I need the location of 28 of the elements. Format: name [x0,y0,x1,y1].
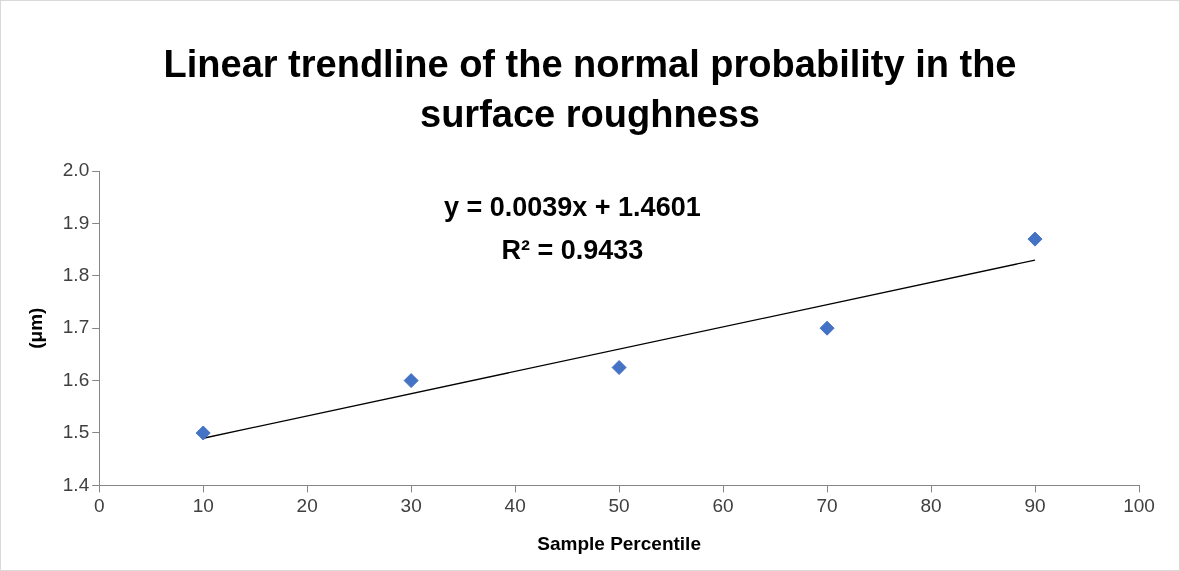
point [403,373,419,389]
x-axis-title: Sample Percentile [537,532,701,554]
x-tick-label: 90 [1024,495,1046,517]
x-tick-label: 80 [920,495,942,517]
x-tick-label: 30 [400,495,422,517]
y-tick-label: 1.4 [62,473,90,495]
x-tick-label: 20 [296,495,318,517]
x-tick-label: 50 [608,495,630,517]
x-tick-label: 40 [504,495,526,517]
x-tick-label: 10 [192,495,214,517]
annotation: R² = 0.9433 [501,235,644,266]
y-tick-label: 1.7 [62,316,90,338]
point [819,320,835,336]
annotation: y = 0.0039x + 1.4601 [443,192,701,223]
y-tick-label: 1.8 [62,264,90,286]
y-axis-title: (μm) [24,307,46,349]
chart-title: Linear trendline of the normal probability in the surface roughness [162,42,1018,137]
x-tick-label: 100 [1123,495,1155,517]
y-tick-label: 1.5 [62,421,90,443]
point [195,425,211,441]
x-tick-label: 70 [816,495,838,517]
y-tick-label: 1.9 [62,211,90,233]
point [1027,231,1043,247]
x-tick-label: 60 [712,495,734,517]
point [611,360,627,375]
y-tick-label: 2.0 [62,159,90,181]
y-tick-label: 1.6 [62,368,90,390]
x-tick-label: 0 [93,495,105,517]
